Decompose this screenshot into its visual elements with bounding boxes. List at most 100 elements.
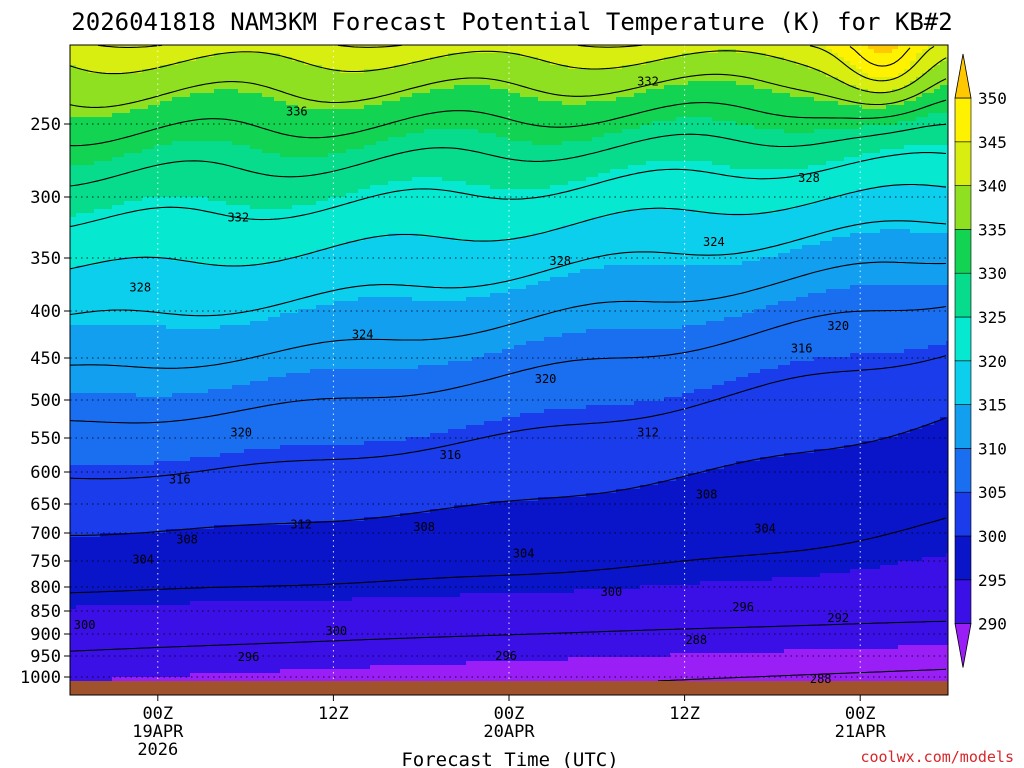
field-cell	[304, 45, 311, 66]
field-cell	[718, 265, 725, 322]
field-cell	[718, 81, 725, 122]
ytick-label-850: 850	[30, 602, 61, 622]
xtick-label-48-1: 21APR	[835, 722, 887, 742]
field-cell	[826, 45, 833, 50]
field-cell	[568, 45, 575, 70]
field-cell	[706, 53, 713, 82]
field-cell	[280, 445, 287, 526]
field-cell	[742, 377, 749, 462]
field-cell	[448, 181, 455, 238]
ytick-label-550: 550	[30, 429, 61, 449]
field-cell	[442, 509, 449, 598]
field-cell	[622, 489, 629, 590]
field-cell	[118, 73, 125, 114]
field-cell	[460, 181, 467, 242]
field-cell	[886, 125, 893, 150]
field-cell	[850, 649, 857, 681]
field-cell	[634, 265, 641, 330]
field-cell	[634, 657, 641, 681]
field-cell	[910, 645, 917, 681]
field-cell	[370, 69, 377, 106]
field-cell	[880, 93, 887, 110]
field-cell	[892, 649, 899, 681]
field-cell	[940, 557, 947, 646]
field-cell	[544, 45, 551, 62]
field-cell	[148, 605, 155, 678]
field-cell	[496, 189, 503, 242]
field-cell	[940, 233, 947, 286]
field-cell	[736, 265, 743, 318]
field-cell	[346, 109, 353, 150]
field-cell	[562, 409, 569, 498]
field-cell	[850, 193, 857, 234]
field-cell	[670, 329, 677, 398]
field-cell	[142, 109, 149, 150]
field-cell	[850, 85, 857, 106]
contour-label-20: 304	[132, 552, 154, 566]
field-cell	[718, 121, 725, 166]
field-cell	[826, 49, 833, 78]
field-cell	[70, 537, 77, 610]
field-cell	[196, 601, 203, 674]
field-cell	[184, 393, 191, 462]
field-cell	[124, 113, 131, 154]
contour-label-19: 308	[176, 533, 198, 547]
field-cell	[850, 569, 857, 650]
field-cell	[226, 325, 233, 390]
field-cell	[490, 293, 497, 354]
field-cell	[382, 185, 389, 238]
field-cell	[76, 605, 83, 681]
field-cell	[514, 289, 521, 346]
field-cell	[616, 589, 623, 658]
field-cell	[532, 285, 539, 342]
field-cell	[460, 85, 467, 130]
field-cell	[802, 97, 809, 134]
field-cell	[124, 325, 131, 394]
field-cell	[544, 281, 551, 338]
field-cell	[346, 45, 353, 74]
field-cell	[898, 121, 905, 150]
field-cell	[712, 653, 719, 681]
field-cell	[742, 313, 749, 378]
field-cell	[928, 93, 935, 114]
field-cell	[904, 45, 911, 70]
field-cell	[256, 209, 263, 266]
field-cell	[880, 125, 887, 150]
field-cell	[790, 249, 797, 302]
field-cell	[766, 129, 773, 170]
field-cell	[256, 381, 263, 450]
field-cell	[334, 69, 341, 110]
field-cell	[382, 141, 389, 186]
field-cell	[880, 565, 887, 650]
field-cell	[580, 497, 587, 590]
field-cell	[190, 141, 197, 198]
field-cell	[550, 277, 557, 338]
field-cell	[370, 45, 377, 70]
field-cell	[898, 149, 905, 186]
field-cell	[370, 441, 377, 518]
field-cell	[472, 593, 479, 662]
field-cell	[136, 397, 143, 466]
field-cell	[916, 233, 923, 286]
field-cell	[130, 73, 137, 110]
field-cell	[442, 57, 449, 90]
field-cell	[634, 45, 641, 66]
field-cell	[838, 197, 845, 238]
field-cell	[934, 645, 941, 681]
field-cell	[424, 665, 431, 681]
field-cell	[460, 429, 467, 506]
field-cell	[556, 497, 563, 594]
field-cell	[526, 57, 533, 98]
field-cell	[904, 121, 911, 146]
contour-296	[70, 517, 947, 594]
field-cell	[436, 89, 443, 130]
field-cell	[328, 305, 335, 370]
field-cell	[226, 525, 233, 602]
field-cell	[298, 205, 305, 258]
field-cell	[244, 45, 251, 54]
field-cell	[592, 137, 599, 178]
field-cell	[298, 257, 305, 310]
field-cell	[292, 313, 299, 374]
field-cell	[628, 45, 635, 66]
field-cell	[124, 73, 131, 114]
